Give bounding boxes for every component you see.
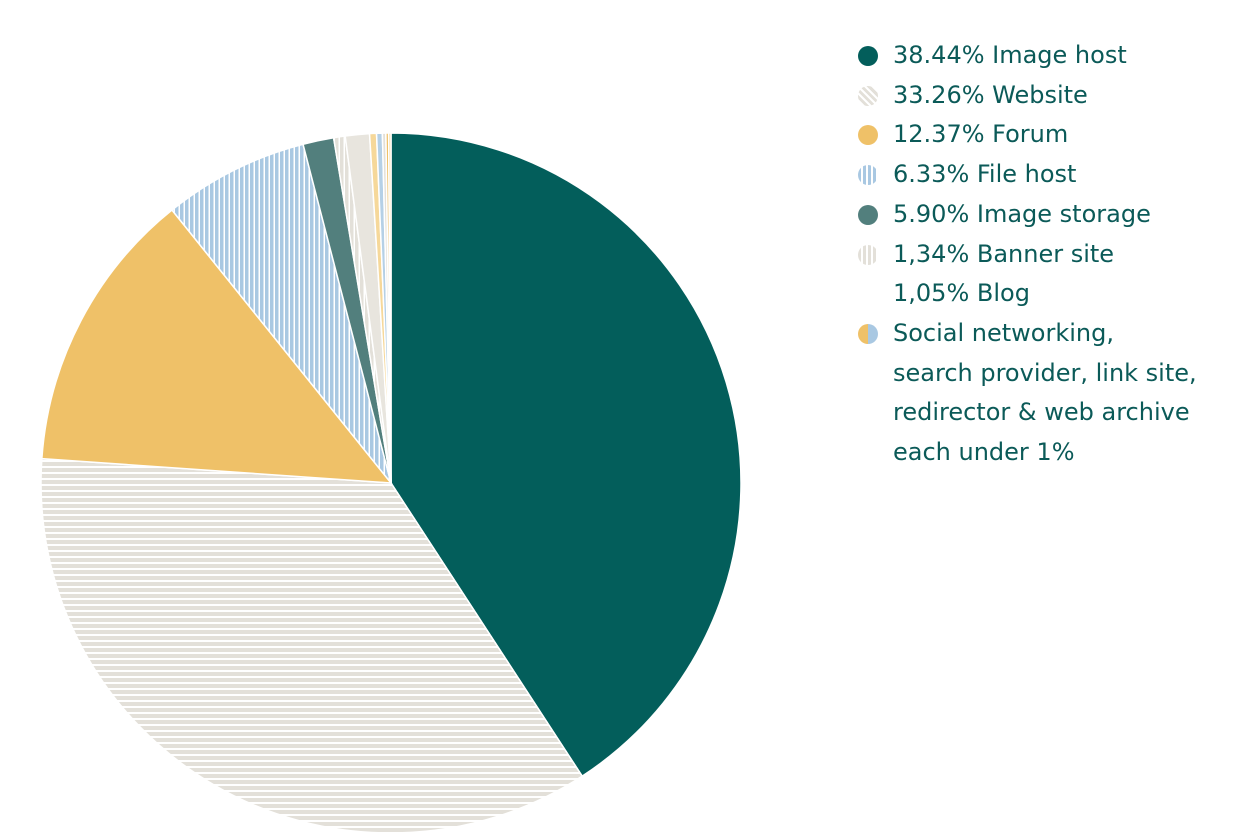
legend-label-line: 1,05% Blog [893, 279, 1030, 308]
legend-label-line: Social networking, [893, 318, 1114, 347]
legend-label: 5.90% Image storage [893, 195, 1236, 235]
legend-item: 38.44% Image host [856, 36, 1236, 76]
legend-label: 12.37% Forum [893, 115, 1236, 155]
legend-item: 33.26% Website [856, 76, 1236, 116]
legend-swatch [858, 165, 878, 186]
legend-label: 1,05% Blog [893, 274, 1236, 314]
pie-slice-forum [41, 208, 393, 484]
legend: 38.44% Image host 33.26% Website 12.37% Fo… [856, 36, 1236, 473]
legend-label-line: each under 1% [893, 438, 1075, 467]
legend-label: 1,34% Banner site [893, 235, 1236, 275]
legend-item: Social networking, search provider, link … [856, 314, 1236, 473]
legend-item: 6.33% File host [856, 155, 1236, 195]
legend-item: 1,05% Blog [856, 274, 1236, 314]
legend-label-line: 33.26% Website [893, 80, 1088, 109]
pie-slice-image-host [390, 132, 742, 778]
legend-item: 5.90% Image storage [856, 195, 1236, 235]
legend-label: 33.26% Website [893, 76, 1236, 116]
legend-swatch [858, 46, 878, 66]
legend-item: 1,34% Banner site [856, 235, 1236, 275]
legend-label-line: 6.33% File host [893, 160, 1077, 189]
pie-slice-web-archive [387, 132, 392, 484]
legend-label-line: 38.44% Image host [893, 41, 1127, 69]
legend-swatch [858, 85, 878, 106]
legend-label-line: search provider, link site, [893, 358, 1197, 387]
legend-swatch [858, 323, 878, 344]
legend-label: 38.44% Image host [893, 36, 1236, 76]
legend-swatch [858, 204, 878, 225]
legend-label-line: 5.90% Image storage [893, 199, 1151, 228]
legend-label-line: 12.37% Forum [893, 120, 1069, 149]
legend-swatch [858, 125, 878, 146]
legend-swatch [858, 244, 878, 265]
legend-item: 12.37% Forum [856, 115, 1236, 155]
pie-slice-website [40, 457, 584, 833]
pie-slice-file-host [170, 143, 392, 484]
legend-label-line: 1,34% Banner site [893, 239, 1115, 268]
legend-label: Social networking, search provider, link … [893, 314, 1236, 473]
legend-label-line: redirector & web archive [893, 398, 1190, 427]
legend-label: 6.33% File host [893, 155, 1236, 195]
